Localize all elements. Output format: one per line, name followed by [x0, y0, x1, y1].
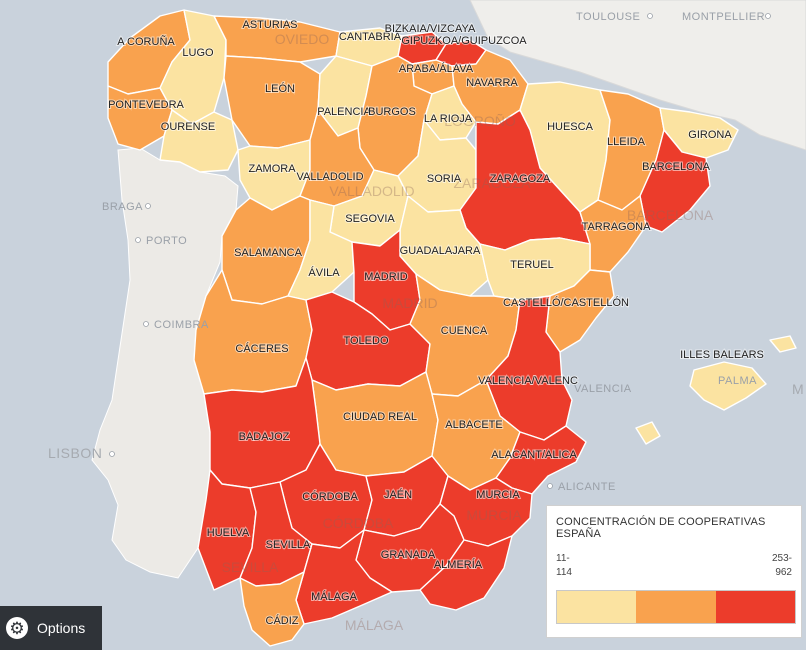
city-porto: PORTO — [146, 235, 187, 247]
label-tarragona: TARRAGONA — [582, 221, 652, 233]
label-burgos: BURGOS — [368, 106, 416, 118]
legend-panel: CONCENTRACIÓN DE COOPERATIVAS ESPAÑA 11-… — [546, 505, 802, 638]
label-guadalajara: GUADALAJARA — [400, 245, 481, 257]
label-valencia: VALENCIA/VALENC — [478, 375, 578, 387]
label-alicante: ALACANT/ALICA — [491, 449, 577, 461]
watermark-madrid: MADRID — [382, 295, 437, 311]
label-segovia: SEGOVIA — [345, 213, 395, 225]
label-murcia: MURCIA — [476, 489, 520, 501]
province-labels: A CORUÑA LUGO ASTURIAS CANTABRIA BIZKAIA… — [107, 18, 765, 628]
label-lleida: LLEIDA — [607, 136, 646, 148]
watermark-zaragoza: ZARAGOZA — [453, 175, 531, 191]
label-lugo: LUGO — [182, 47, 214, 59]
options-button[interactable]: ⚙ Options — [0, 606, 102, 650]
province-layer — [107, 9, 797, 647]
label-araba: ARABA/ÁLAVA — [399, 62, 474, 75]
label-gipuzkoa: GIPUZKOA/GUIPUZCOA — [401, 35, 527, 47]
label-leon: LEÓN — [265, 82, 295, 95]
label-la-rioja: LA RIOJA — [424, 113, 473, 125]
city-palma: PALMA — [718, 375, 757, 387]
legend-range-low: 11- 114 — [556, 553, 572, 578]
watermark-cordoba: CÓRDOBA — [323, 515, 394, 531]
label-a-coruna: A CORUÑA — [117, 35, 175, 48]
city-coimbra: COIMBRA — [154, 319, 209, 331]
legend-color-scale — [556, 590, 796, 624]
label-navarra: NAVARRA — [466, 77, 518, 89]
label-cantabria: CANTABRIA — [339, 31, 402, 43]
label-valladolid: VALLADOLID — [296, 171, 363, 183]
label-barcelona: BARCELONA — [642, 161, 711, 173]
label-madrid: MADRID — [364, 271, 407, 283]
legend-swatch-high — [715, 591, 795, 623]
city-valencia: VALENCIA — [574, 383, 632, 395]
gear-icon: ⚙ — [6, 617, 28, 639]
city-dot-braga — [145, 203, 151, 209]
label-castellon: CASTELLÓ/CASTELLÓN — [503, 296, 629, 309]
city-toulouse: TOULOUSE — [576, 11, 640, 23]
watermark-valladolid: VALLADOLID — [329, 183, 414, 199]
label-teruel: TERUEL — [510, 259, 553, 271]
province-barcelona[interactable] — [639, 129, 711, 233]
label-pontevedra: PONTEVEDRA — [108, 99, 184, 111]
label-cordoba: CÓRDOBA — [302, 490, 358, 503]
city-braga: BRAGA — [102, 201, 143, 213]
legend-swatch-mid — [636, 591, 716, 623]
label-toledo: TOLEDO — [343, 335, 388, 347]
city-dot-coimbra — [143, 321, 149, 327]
basemap-city-labels: TOULOUSE MONTPELLIER BRAGA PORTO COIMBRA… — [48, 11, 804, 493]
label-girona: GIRONA — [688, 129, 732, 141]
province-asturias[interactable] — [213, 15, 341, 63]
province-alicante[interactable] — [495, 425, 587, 495]
label-illes-balears: ILLES BALEARS — [680, 349, 764, 361]
basemap-overlay-labels: OVIEDO VALLADOLID MADRID ZARAGOZA LOGROÑ… — [222, 31, 714, 633]
city-dot-toulouse — [647, 13, 653, 19]
watermark-malaga: MÁLAGA — [345, 617, 404, 633]
label-albacete: ALBACETE — [445, 419, 502, 431]
watermark-sevilla: SEVILLA — [222, 559, 279, 575]
label-granada: GRANADA — [381, 549, 436, 561]
label-avila: ÁVILA — [308, 266, 340, 279]
city-alicante: ALICANTE — [558, 481, 616, 493]
province-illes-balears[interactable] — [635, 335, 797, 445]
label-sevilla: SEVILLA — [266, 539, 311, 551]
label-jaen: JAÉN — [384, 488, 412, 501]
city-dot-lisbon — [109, 451, 115, 457]
label-badajoz: BADAJOZ — [239, 431, 290, 443]
legend-range-high: 253- 962 — [771, 553, 792, 578]
label-zamora: ZAMORA — [248, 163, 296, 175]
label-ciudad-real: CIUDAD REAL — [343, 411, 417, 423]
label-zaragoza: ZARAGOZA — [490, 173, 551, 185]
label-bizkaia: BIZKAIA/VIZCAYA — [385, 23, 476, 35]
france-landmass — [469, 0, 806, 151]
label-soria: SORIA — [427, 173, 462, 185]
watermark-logrono: LOGROÑO — [444, 113, 516, 129]
label-almeria: ALMERÍA — [434, 558, 483, 571]
watermark-oviedo: OVIEDO — [275, 31, 330, 47]
city-m-partial: M — [792, 381, 804, 397]
province-almeria[interactable] — [419, 535, 513, 611]
label-malaga: MÁLAGA — [311, 590, 358, 603]
label-cuenca: CUENCA — [441, 325, 488, 337]
legend-swatch-low — [557, 591, 637, 623]
label-palencia: PALENCIA — [317, 106, 371, 118]
province-cadiz[interactable] — [239, 571, 305, 647]
city-dot-alicante — [547, 483, 553, 489]
watermark-barcelona: BARCELONA — [627, 207, 714, 223]
city-dot-montpellier — [765, 13, 771, 19]
city-dot-porto — [135, 237, 141, 243]
options-label: Options — [37, 620, 86, 636]
label-caceres: CÁCERES — [235, 342, 288, 355]
watermark-murcia: MURCIA — [466, 507, 522, 523]
label-asturias: ASTURIAS — [242, 19, 297, 31]
label-huesca: HUESCA — [547, 121, 594, 133]
label-ourense: OURENSE — [161, 121, 215, 133]
label-huelva: HUELVA — [207, 527, 250, 539]
label-cadiz: CÁDIZ — [266, 614, 299, 627]
legend-title: CONCENTRACIÓN DE COOPERATIVAS ESPAÑA — [556, 516, 766, 540]
label-salamanca: SALAMANCA — [234, 247, 303, 259]
city-lisbon: LISBON — [48, 445, 102, 461]
city-montpellier: MONTPELLIER — [682, 11, 765, 23]
